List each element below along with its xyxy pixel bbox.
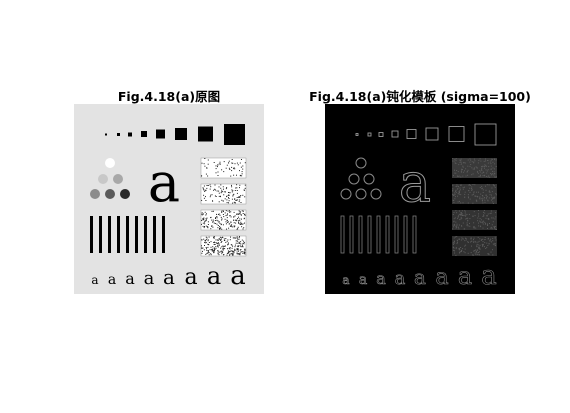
svg-text:a: a: [207, 262, 221, 290]
unsharp-mask-canvas: a a a a a a a a a: [325, 104, 515, 294]
large-letter: a: [148, 151, 180, 214]
svg-text:a: a: [359, 272, 367, 288]
svg-text:a: a: [108, 272, 116, 288]
svg-text:a: a: [458, 262, 472, 290]
svg-text:a: a: [163, 265, 175, 289]
noise-rectangles: [200, 157, 247, 257]
svg-text:a: a: [414, 265, 426, 289]
mask-circles: [340, 157, 382, 200]
gray-circles: [90, 158, 130, 199]
right-figure-title: Fig.4.18(a)钝化模板 (sigma=100): [309, 89, 531, 104]
letter-row: a a a a a a a a: [91, 261, 245, 291]
mask-noise-rectangles: [452, 158, 497, 256]
svg-text:a: a: [435, 265, 448, 290]
svg-text:a: a: [125, 269, 135, 288]
left-figure-title: Fig.4.18(a)原图: [117, 89, 221, 104]
original-image: a a a a a a a a: [74, 104, 264, 294]
svg-text:a: a: [91, 273, 98, 287]
mask-vertical-bars: [340, 215, 417, 254]
svg-text:a: a: [230, 261, 246, 291]
svg-text:a: a: [342, 273, 349, 287]
mask-letter-row: a a a a a a a a: [342, 261, 497, 292]
svg-text:a: a: [395, 268, 406, 289]
svg-text:a: a: [184, 265, 197, 290]
mask-large-letter: a: [399, 151, 431, 214]
squares-row: [105, 124, 245, 145]
mask-squares-row: [355, 123, 497, 146]
svg-text:a: a: [144, 268, 155, 289]
svg-text:a: a: [376, 269, 386, 288]
unsharp-mask-image: a a a a a a a a a: [325, 104, 515, 294]
svg-text:a: a: [481, 261, 497, 291]
vertical-bars: [90, 216, 165, 253]
original-image-canvas: a a a a a a a a: [74, 104, 264, 294]
